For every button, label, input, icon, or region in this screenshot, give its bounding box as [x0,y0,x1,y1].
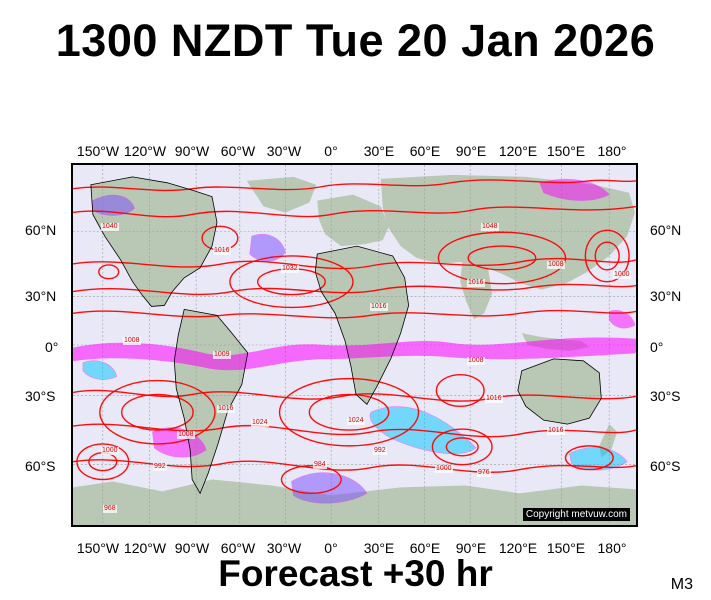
longitude-label-bottom: 60°E [409,540,441,556]
isobar-label: 1008 [177,431,195,439]
isobar-label: 1016 [217,405,235,413]
longitude-label-bottom: 120°E [498,540,538,556]
latitude-label-right: 30°N [650,288,682,304]
latitude-label-right: 0° [650,339,664,355]
longitude-label-bottom: 0° [324,540,338,556]
latitude-label-left: 0° [45,339,59,355]
copyright-label: Copyright metvuw.com [522,508,630,521]
antarctica-land [73,479,636,525]
longitude-label-top: 30°W [266,143,302,159]
australia-land [517,358,602,425]
latitude-label-right: 60°N [650,222,682,238]
isobar-label: 1008 [467,357,485,365]
isobar-label: 1008 [123,337,141,345]
isobar-label: 992 [373,447,387,455]
longitude-label-top: 60°E [409,143,441,159]
latitude-label-left: 30°N [25,288,57,304]
greenland-land [246,176,317,213]
longitude-label-bottom: 90°E [455,540,487,556]
latitude-label-left: 60°S [25,458,56,474]
longitude-label-top: 120°W [123,143,167,159]
isobar-label: 976 [477,469,491,477]
rain-cell [291,472,368,504]
longitude-label-bottom: 150°E [546,540,586,556]
longitude-label-bottom: 30°E [363,540,395,556]
page-title: 1300 NZDT Tue 20 Jan 2026 [55,15,656,66]
isobar-label: 1000 [613,271,631,279]
longitude-label-top: 0° [324,143,338,159]
model-code-label: M3 [670,576,693,593]
longitude-label-bottom: 30°W [266,540,302,556]
longitude-label-top: 30°E [363,143,395,159]
weather-map[interactable]: 1040 1016 1032 1016 1008 1009 1016 1024 … [71,163,638,527]
africa-land [315,246,409,405]
latitude-label-right: 60°S [650,458,681,474]
map-svg [73,165,636,525]
isobar-label: 968 [103,505,117,513]
longitude-label-bottom: 90°W [174,540,210,556]
isobar-label: 1000 [435,465,453,473]
longitude-label-top: 90°E [455,143,487,159]
isobar-label: 1016 [370,303,388,311]
latitude-label-left: 30°S [25,388,56,404]
isobar-label: 1016 [213,247,231,255]
longitude-label-bottom: 60°W [220,540,256,556]
rain-cell [569,447,628,471]
longitude-label-top: 90°W [174,143,210,159]
isobar-label: 1024 [251,419,269,427]
isobar-label: 992 [153,463,167,471]
isobar-label: 1040 [101,223,119,231]
rain-cell [82,360,118,380]
longitude-label-top: 60°W [220,143,256,159]
isobar-label: 1016 [467,279,485,287]
isobar-label: 1008 [547,261,565,269]
forecast-label: Forecast +30 hr [218,553,493,594]
longitude-label-bottom: 180° [597,540,627,556]
isobar-label: 1016 [547,427,565,435]
rain-cell [249,233,286,262]
isobar-label: 1009 [213,351,231,359]
longitude-label-bottom: 150°W [76,540,120,556]
longitude-label-top: 120°E [498,143,538,159]
rain-cell [539,178,610,201]
latitude-label-right: 30°S [650,388,681,404]
isobar-label: 1016 [485,395,503,403]
indian-peninsula-land [460,261,493,320]
isobar-label: 1024 [347,417,365,425]
isobar-label: 1000 [101,447,119,455]
longitude-label-top: 150°W [76,143,120,159]
europe-land [317,194,389,247]
latitude-label-left: 60°N [25,222,57,238]
coastline-outlines [90,176,602,495]
rain-cell [608,310,636,329]
isobar-label: 1032 [281,265,299,273]
isobar-label: 984 [313,461,327,469]
longitude-label-bottom: 120°W [123,540,167,556]
longitude-label-top: 150°E [546,143,586,159]
rain-cell [92,194,135,216]
rain-band [73,337,636,371]
longitude-label-top: 180° [597,143,627,159]
isobar-label: 1048 [481,223,499,231]
